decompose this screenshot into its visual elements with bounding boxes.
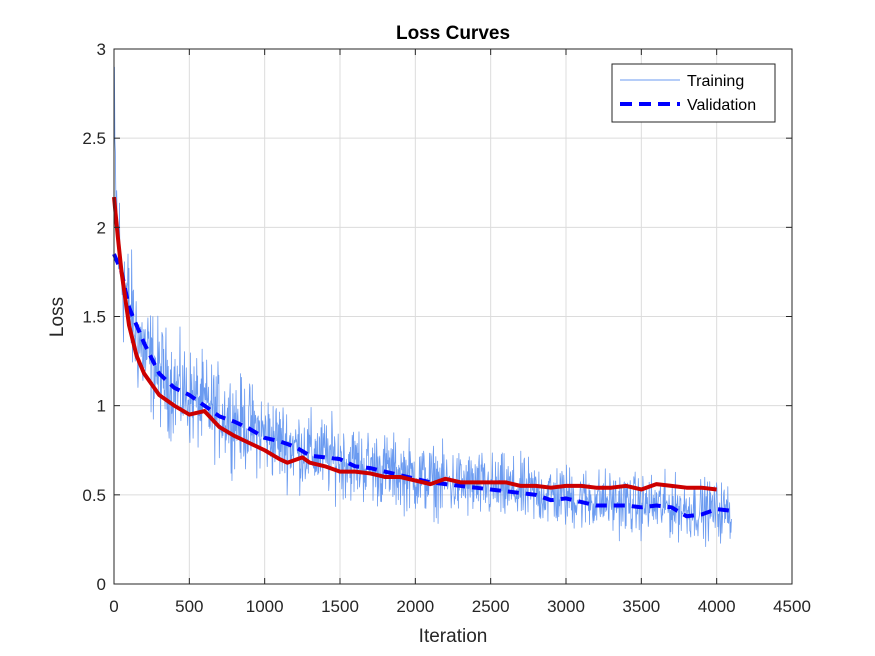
y-tick-label: 1 [97,397,106,416]
x-tick-label: 4000 [698,597,736,616]
ticks: 0 500 1000 1500 2000 2500 3000 3500 4000 4500 0 0.5… [82,40,811,616]
x-tick-label: 1500 [321,597,359,616]
x-tick-label: 4500 [773,597,811,616]
legend-training-label: Training [687,73,744,90]
x-tick-label: 2500 [472,597,510,616]
y-axis-label: Loss [47,297,68,337]
y-tick-label: 3 [97,40,106,59]
series-trend-line [112,196,717,492]
series-validation-line [112,253,732,519]
x-tick-label: 3000 [547,597,585,616]
y-tick-label: 1.5 [82,308,106,327]
x-axis-label: Iteration [419,626,488,647]
y-tick-label: 0.5 [82,486,106,505]
chart-title: Loss Curves [396,23,510,44]
legend-box [611,63,776,123]
legend: Training Validation [611,63,776,123]
legend-validation-label: Validation [687,97,756,114]
y-tick-label: 0 [97,575,106,594]
x-tick-label: 2000 [396,597,434,616]
plot-area [112,66,732,547]
y-tick-label: 2 [97,218,106,237]
x-tick-label: 1000 [246,597,284,616]
y-tick-label: 2.5 [82,129,106,148]
x-tick-label: 500 [175,597,203,616]
x-tick-label: 0 [109,597,118,616]
x-tick-label: 3500 [622,597,660,616]
